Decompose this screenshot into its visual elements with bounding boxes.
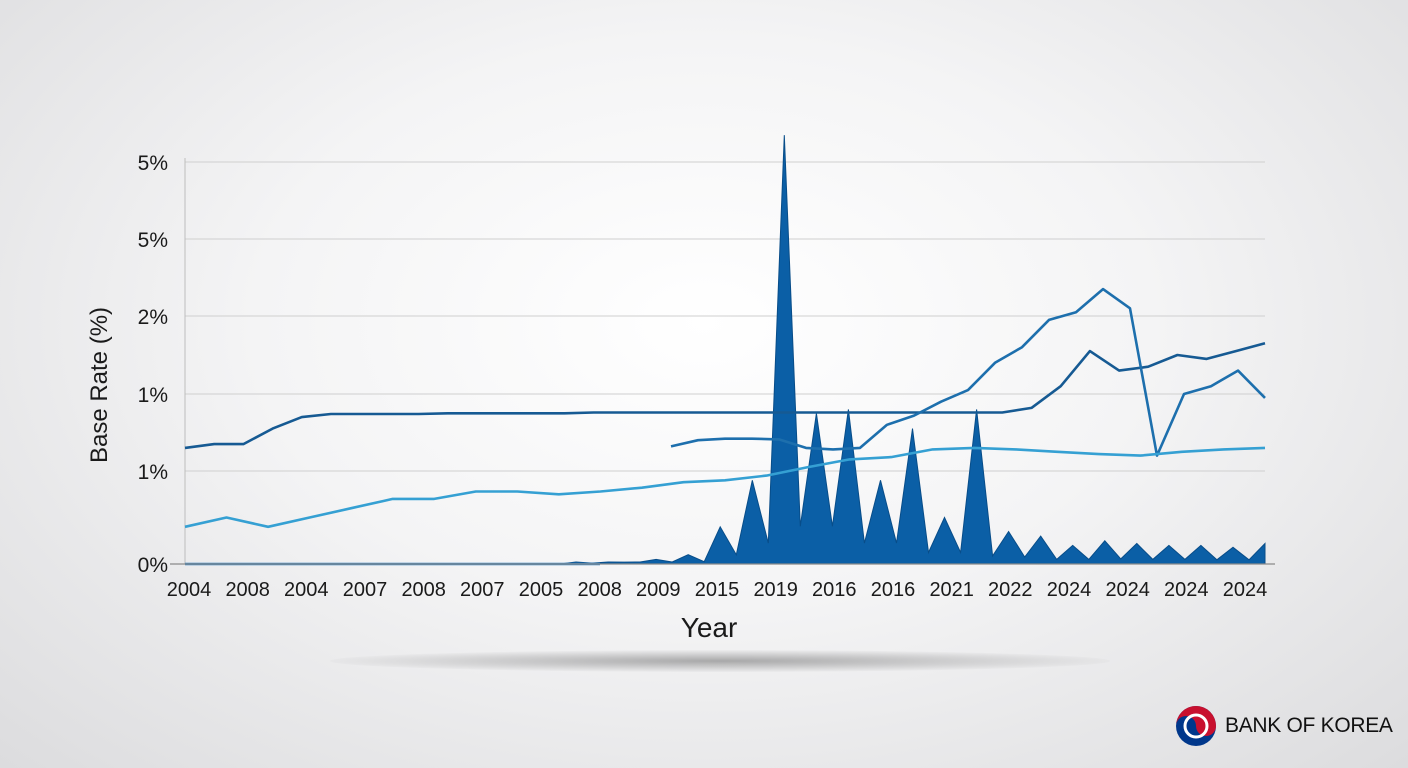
x-tick-label: 2016 [871,579,916,601]
x-tick-label: 2008 [225,579,270,601]
x-tick-label: 2007 [343,579,388,601]
y-tick-label: 1% [138,384,168,407]
area-series-fill [559,135,1266,565]
x-tick-label: 2021 [929,579,974,601]
x-tick-label: 2004 [167,579,212,601]
y-tick-label: 0% [138,554,168,577]
x-tick-label: 2016 [812,579,857,601]
y-tick-label: 1% [138,461,168,484]
y-axis-label: Base Rate (%) [86,306,113,464]
x-tick-label: 2008 [401,579,446,601]
y-tick-label: 2% [138,306,168,329]
brand-name: BANK OF KOREA [1225,714,1393,737]
x-tick-label: 2024 [1164,579,1209,601]
x-tick-label: 2024 [1047,579,1092,601]
x-tick-label: 2015 [695,579,740,601]
x-tick-label: 2005 [519,579,564,601]
x-tick-label: 2008 [577,579,622,601]
y-axis-ticks: 0% 1% 1% 2% 5% 5% [138,152,168,577]
x-tick-label: 2004 [284,579,329,601]
y-tick-label: 5% [138,152,168,175]
x-tick-label: 2009 [636,579,681,601]
series-line [184,446,1266,529]
area-series [559,135,1266,565]
x-tick-label: 2007 [460,579,505,601]
floor-shadow [330,650,1110,672]
x-tick-label: 2024 [1105,579,1150,601]
series-line [184,342,1266,450]
taegeuk-emblem-icon [1176,706,1216,746]
y-tick-label: 5% [138,229,168,252]
x-tick-label: 2019 [753,579,798,601]
x-axis: 2004 2008 2004 2007 2008 2007 2005 2008 2009 2015… [167,563,1275,601]
bank-of-korea-logo: BANK OF KOREA [1175,705,1393,747]
x-tick-label: 2022 [988,579,1033,601]
line-series [184,287,1266,566]
x-tick-label: 2024 [1223,579,1268,601]
series-line [670,287,1266,457]
x-axis-label: Year [680,612,738,643]
